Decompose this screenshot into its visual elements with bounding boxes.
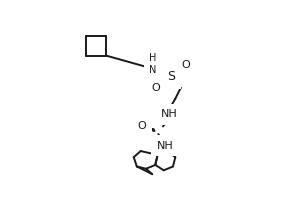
Text: O: O xyxy=(182,60,190,70)
Text: H
N: H N xyxy=(148,53,156,75)
Text: NH: NH xyxy=(161,109,178,119)
Text: NH: NH xyxy=(157,141,174,151)
Text: O: O xyxy=(151,83,160,93)
Text: O: O xyxy=(138,121,147,131)
Text: S: S xyxy=(167,70,175,83)
